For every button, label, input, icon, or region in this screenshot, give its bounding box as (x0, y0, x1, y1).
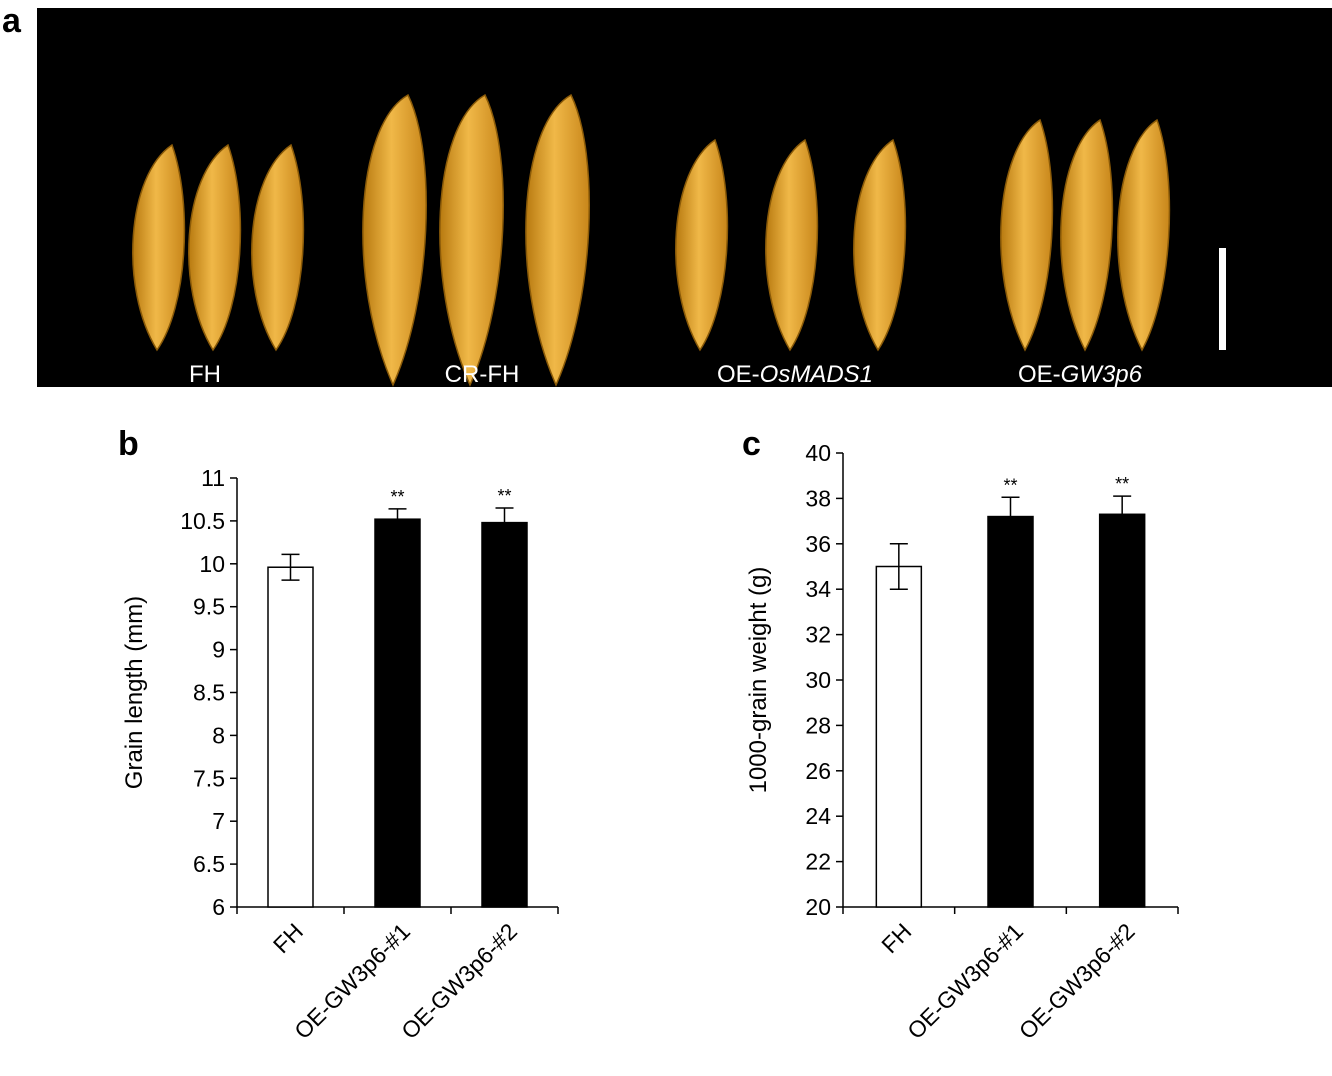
bar (987, 515, 1034, 908)
y-tick-label: 22 (805, 849, 831, 875)
significance-label: ** (1115, 474, 1129, 494)
bar (875, 565, 923, 908)
significance-label: ** (497, 486, 511, 506)
group-label-text: OE- (717, 361, 760, 388)
y-tick-label: 36 (805, 531, 831, 557)
grain (765, 138, 819, 352)
error-bar (388, 508, 407, 531)
y-tick-label: 11 (201, 465, 225, 491)
grain (251, 143, 305, 352)
group-label: OE-OsMADS1 (717, 361, 873, 388)
y-tick-label: 38 (805, 485, 831, 511)
y-tick-label: 32 (805, 622, 831, 648)
error-bar (281, 553, 300, 581)
y-tick-label: 7 (212, 808, 225, 834)
group-label-italic: GW3p6 (1061, 361, 1143, 388)
x-tick-label: FH (876, 918, 916, 958)
panel-label: a (2, 2, 22, 40)
y-tick-label: 30 (805, 667, 831, 693)
x-tick-label: OE-GW3p6-#1 (902, 918, 1028, 1044)
grain (853, 138, 907, 352)
y-axis-label: 1000-grain weight (g) (745, 567, 772, 794)
x-tick-label: OE-GW3p6-#2 (396, 918, 522, 1044)
grains (132, 93, 1171, 387)
panel-label: c (742, 425, 761, 463)
bar (1098, 513, 1146, 908)
y-tick-label: 28 (805, 712, 831, 738)
grain (132, 143, 186, 352)
group-label: FH (189, 361, 221, 388)
significance-label: ** (390, 487, 404, 507)
photo-labels: FH CR-FH OE-OsMADS1 OE-GW3p6 (189, 361, 1143, 388)
y-tick-label: 24 (805, 803, 831, 829)
grain (188, 143, 242, 352)
grain (1000, 118, 1054, 352)
bar (481, 521, 528, 908)
significance-label: ** (1003, 475, 1017, 495)
group-label: OE-GW3p6 (1018, 361, 1143, 388)
group-label-text: CR-FH (445, 361, 520, 388)
error-bar (889, 543, 908, 590)
error-bar (1113, 495, 1132, 534)
panel-label: b (118, 425, 139, 463)
grain (1117, 118, 1171, 352)
y-tick-label: 7.5 (193, 765, 225, 791)
grain (525, 93, 590, 387)
y-tick-label: 10 (199, 551, 225, 577)
group-label: CR-FH (445, 361, 520, 388)
y-axis-label: Grain length (mm) (121, 596, 148, 789)
y-tick-label: 8.5 (193, 680, 225, 706)
y-tick-label: 34 (805, 576, 831, 602)
error-bar (1001, 496, 1020, 537)
grain (675, 138, 729, 352)
y-tick-label: 20 (805, 894, 831, 920)
bar (267, 566, 314, 908)
group-label-text: FH (189, 361, 221, 388)
x-tick-label: FH (268, 918, 308, 958)
x-tick-label: OE-GW3p6-#2 (1014, 918, 1140, 1044)
grain (362, 93, 427, 387)
grain (439, 93, 504, 387)
y-tick-label: 40 (805, 440, 831, 466)
y-tick-label: 8 (212, 722, 225, 748)
scale-bar (1219, 248, 1226, 350)
y-tick-label: 6.5 (193, 851, 225, 877)
error-bar (495, 507, 514, 538)
group-label-text: OE- (1018, 361, 1061, 388)
y-tick-label: 9 (212, 637, 225, 663)
grain (1060, 118, 1114, 352)
bar (374, 518, 421, 908)
y-tick-label: 9.5 (193, 594, 225, 620)
y-tick-label: 10.5 (180, 508, 225, 534)
y-tick-label: 6 (212, 894, 225, 920)
group-label-italic: OsMADS1 (760, 361, 873, 388)
y-tick-label: 26 (805, 758, 831, 784)
